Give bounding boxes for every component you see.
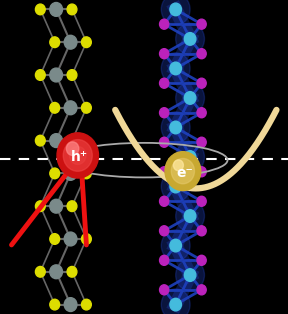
Circle shape: [82, 168, 91, 179]
Circle shape: [197, 108, 206, 118]
Circle shape: [64, 101, 77, 115]
Circle shape: [170, 239, 181, 252]
Circle shape: [82, 299, 91, 310]
Text: e⁻: e⁻: [176, 166, 193, 180]
Circle shape: [161, 289, 190, 314]
Circle shape: [50, 37, 60, 47]
Circle shape: [160, 167, 169, 177]
Circle shape: [67, 135, 77, 146]
Circle shape: [50, 3, 62, 16]
Circle shape: [50, 234, 60, 244]
Circle shape: [197, 196, 206, 206]
Circle shape: [160, 255, 169, 265]
Circle shape: [184, 269, 196, 281]
Circle shape: [170, 62, 181, 75]
Circle shape: [161, 0, 190, 25]
Circle shape: [176, 23, 204, 55]
Circle shape: [184, 151, 196, 163]
Circle shape: [67, 70, 77, 80]
Circle shape: [161, 112, 190, 143]
Circle shape: [160, 137, 169, 147]
Circle shape: [197, 19, 206, 29]
Circle shape: [173, 160, 183, 171]
Circle shape: [160, 78, 169, 88]
Circle shape: [35, 267, 45, 277]
Circle shape: [197, 49, 206, 59]
Circle shape: [176, 82, 204, 114]
Circle shape: [66, 142, 79, 155]
Circle shape: [197, 285, 206, 295]
Circle shape: [64, 232, 77, 246]
Circle shape: [160, 285, 169, 295]
Circle shape: [50, 168, 60, 179]
Circle shape: [160, 19, 169, 29]
Circle shape: [50, 134, 62, 148]
Circle shape: [184, 92, 196, 104]
Circle shape: [64, 166, 77, 180]
Circle shape: [165, 152, 201, 191]
Circle shape: [82, 37, 91, 47]
Circle shape: [184, 33, 196, 45]
Circle shape: [50, 68, 62, 82]
Circle shape: [50, 102, 60, 113]
Circle shape: [197, 78, 206, 88]
Circle shape: [197, 255, 206, 265]
Circle shape: [57, 133, 98, 178]
Circle shape: [50, 265, 62, 279]
Circle shape: [35, 4, 45, 15]
Circle shape: [197, 167, 206, 177]
Circle shape: [64, 298, 77, 311]
Circle shape: [170, 121, 181, 134]
Circle shape: [160, 49, 169, 59]
Circle shape: [50, 199, 62, 213]
Circle shape: [82, 234, 91, 244]
Circle shape: [176, 200, 204, 232]
Circle shape: [67, 201, 77, 212]
Circle shape: [176, 141, 204, 173]
Circle shape: [176, 259, 204, 291]
Circle shape: [69, 146, 86, 165]
Circle shape: [35, 70, 45, 80]
Circle shape: [82, 102, 91, 113]
Circle shape: [63, 140, 92, 171]
Circle shape: [171, 159, 194, 184]
Circle shape: [161, 53, 190, 84]
Circle shape: [67, 267, 77, 277]
Circle shape: [35, 135, 45, 146]
Circle shape: [197, 226, 206, 236]
Circle shape: [170, 3, 181, 16]
Circle shape: [50, 299, 60, 310]
Circle shape: [184, 210, 196, 222]
Circle shape: [64, 35, 77, 49]
Circle shape: [160, 226, 169, 236]
Circle shape: [197, 137, 206, 147]
Text: h⁺: h⁺: [71, 150, 88, 164]
Circle shape: [160, 108, 169, 118]
Circle shape: [161, 230, 190, 261]
Circle shape: [161, 171, 190, 202]
Circle shape: [170, 180, 181, 193]
Circle shape: [160, 196, 169, 206]
Circle shape: [35, 201, 45, 212]
Circle shape: [170, 298, 181, 311]
Circle shape: [67, 4, 77, 15]
